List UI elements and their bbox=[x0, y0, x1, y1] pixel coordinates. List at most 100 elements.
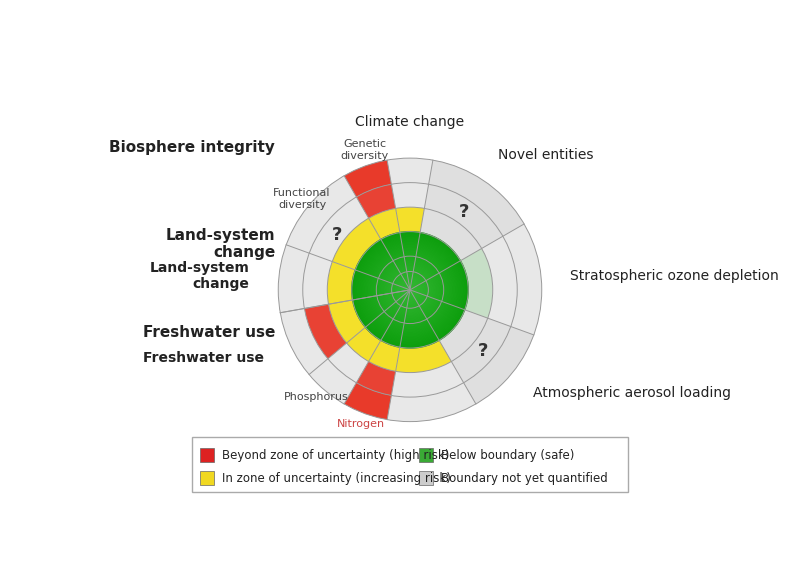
Text: In zone of uncertainty (increasing risk): In zone of uncertainty (increasing risk) bbox=[222, 472, 450, 485]
Circle shape bbox=[402, 281, 418, 298]
Text: Boundary not yet quantified: Boundary not yet quantified bbox=[441, 472, 607, 485]
Text: Novel entities: Novel entities bbox=[498, 148, 593, 162]
Circle shape bbox=[405, 285, 415, 295]
Wedge shape bbox=[369, 340, 400, 372]
Circle shape bbox=[382, 261, 438, 319]
Wedge shape bbox=[344, 160, 391, 197]
Circle shape bbox=[352, 231, 468, 348]
Text: Nitrogen: Nitrogen bbox=[338, 419, 386, 429]
Circle shape bbox=[386, 265, 434, 314]
Circle shape bbox=[370, 250, 450, 329]
Circle shape bbox=[378, 258, 442, 322]
Wedge shape bbox=[302, 182, 518, 397]
Circle shape bbox=[386, 266, 434, 314]
Wedge shape bbox=[352, 231, 468, 348]
Text: Climate change: Climate change bbox=[355, 115, 465, 129]
FancyBboxPatch shape bbox=[419, 471, 433, 485]
Circle shape bbox=[394, 275, 426, 305]
Wedge shape bbox=[376, 256, 444, 324]
Wedge shape bbox=[429, 160, 524, 236]
Wedge shape bbox=[329, 300, 366, 343]
Circle shape bbox=[400, 280, 420, 300]
Circle shape bbox=[371, 252, 449, 328]
Text: Genetic
diversity: Genetic diversity bbox=[341, 139, 389, 161]
FancyBboxPatch shape bbox=[200, 471, 214, 485]
Wedge shape bbox=[464, 327, 534, 404]
Text: Stratospheric ozone depletion: Stratospheric ozone depletion bbox=[570, 269, 779, 283]
Text: Atmospheric aerosol loading: Atmospheric aerosol loading bbox=[534, 386, 731, 400]
Circle shape bbox=[404, 284, 416, 295]
Wedge shape bbox=[424, 184, 503, 249]
Circle shape bbox=[365, 245, 455, 335]
Circle shape bbox=[366, 245, 454, 334]
Text: Land-system
change: Land-system change bbox=[150, 261, 250, 291]
Wedge shape bbox=[278, 158, 542, 422]
Wedge shape bbox=[353, 293, 396, 327]
Wedge shape bbox=[461, 249, 493, 318]
Wedge shape bbox=[400, 231, 420, 272]
Circle shape bbox=[377, 256, 443, 323]
Circle shape bbox=[407, 287, 413, 293]
Wedge shape bbox=[426, 261, 468, 310]
Wedge shape bbox=[332, 218, 381, 270]
Circle shape bbox=[393, 272, 427, 308]
Wedge shape bbox=[400, 306, 439, 348]
Circle shape bbox=[408, 288, 412, 292]
Wedge shape bbox=[352, 270, 393, 300]
Circle shape bbox=[370, 250, 450, 330]
FancyBboxPatch shape bbox=[200, 448, 214, 462]
Wedge shape bbox=[451, 318, 510, 383]
Circle shape bbox=[392, 272, 428, 308]
Circle shape bbox=[378, 258, 442, 321]
Circle shape bbox=[363, 243, 457, 336]
Circle shape bbox=[376, 256, 444, 324]
Circle shape bbox=[362, 242, 458, 337]
Circle shape bbox=[357, 237, 463, 343]
Circle shape bbox=[399, 279, 421, 301]
Circle shape bbox=[361, 241, 459, 339]
Circle shape bbox=[398, 278, 422, 302]
Circle shape bbox=[390, 269, 430, 310]
Text: Freshwater use: Freshwater use bbox=[143, 325, 275, 340]
Circle shape bbox=[384, 264, 436, 316]
Circle shape bbox=[354, 234, 466, 346]
FancyBboxPatch shape bbox=[193, 437, 627, 492]
Text: Ocean acidification: Ocean acidification bbox=[371, 448, 505, 462]
Circle shape bbox=[367, 247, 453, 333]
Circle shape bbox=[401, 280, 419, 299]
Wedge shape bbox=[427, 301, 465, 340]
Circle shape bbox=[375, 255, 445, 325]
Text: Functional
diversity: Functional diversity bbox=[274, 189, 330, 210]
Circle shape bbox=[381, 261, 439, 319]
Wedge shape bbox=[356, 362, 396, 395]
Text: Below boundary (safe): Below boundary (safe) bbox=[441, 449, 574, 462]
Wedge shape bbox=[439, 310, 488, 362]
Circle shape bbox=[398, 278, 422, 302]
Text: Beyond zone of uncertainty (high risk): Beyond zone of uncertainty (high risk) bbox=[222, 449, 449, 462]
Wedge shape bbox=[396, 207, 424, 233]
Circle shape bbox=[353, 233, 467, 347]
Wedge shape bbox=[346, 327, 381, 362]
Text: ?: ? bbox=[331, 226, 342, 243]
Circle shape bbox=[389, 269, 431, 311]
FancyBboxPatch shape bbox=[419, 448, 433, 462]
Circle shape bbox=[380, 260, 440, 320]
Wedge shape bbox=[419, 296, 442, 319]
Circle shape bbox=[360, 239, 460, 340]
Wedge shape bbox=[396, 340, 451, 373]
Circle shape bbox=[406, 286, 414, 294]
Circle shape bbox=[362, 241, 458, 339]
Circle shape bbox=[387, 267, 433, 312]
Circle shape bbox=[354, 234, 466, 345]
Circle shape bbox=[396, 276, 424, 304]
Circle shape bbox=[383, 263, 437, 317]
Circle shape bbox=[378, 257, 442, 323]
Text: ?: ? bbox=[459, 203, 470, 221]
Circle shape bbox=[402, 283, 418, 297]
Circle shape bbox=[356, 236, 464, 344]
Circle shape bbox=[366, 246, 454, 334]
Wedge shape bbox=[416, 233, 461, 273]
Text: Phosphorus: Phosphorus bbox=[284, 392, 349, 402]
Circle shape bbox=[355, 235, 465, 344]
Circle shape bbox=[370, 249, 450, 331]
